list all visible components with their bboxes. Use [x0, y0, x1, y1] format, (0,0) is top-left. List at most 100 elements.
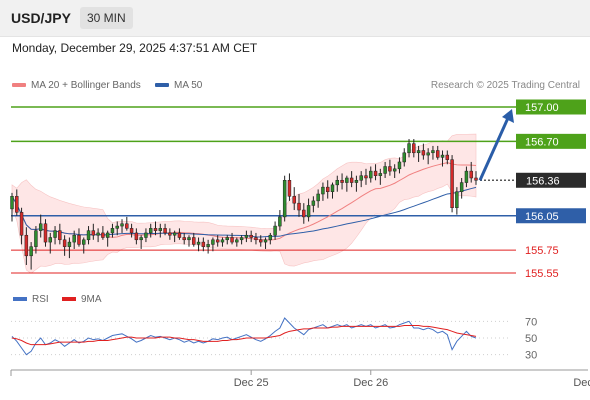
candle	[86, 226, 91, 245]
candle	[82, 237, 86, 254]
candle-down	[62, 239, 67, 247]
candle-down	[43, 223, 48, 243]
candle-down	[91, 230, 96, 236]
candle	[225, 235, 229, 245]
candle	[239, 235, 244, 245]
candle-down	[15, 196, 19, 213]
candle	[19, 207, 24, 245]
legend-ma20: MA 20 + Bollinger Bands	[12, 80, 141, 91]
candle	[469, 161, 473, 183]
candle-up	[82, 239, 86, 245]
candle	[29, 242, 33, 270]
candle-up	[120, 223, 124, 227]
candle-down	[450, 159, 454, 208]
timeframe-badge[interactable]: 30 MIN	[80, 7, 133, 29]
pivot-label: 156.05	[525, 211, 559, 223]
candle	[359, 171, 363, 188]
candle	[24, 227, 29, 265]
candle-up	[416, 150, 421, 154]
candle-down	[388, 166, 392, 172]
candle-down	[412, 143, 416, 154]
candle	[249, 230, 253, 243]
candle	[397, 157, 402, 174]
candle	[335, 175, 339, 192]
candle-down	[129, 228, 134, 234]
candle-up	[86, 230, 91, 241]
candle	[340, 173, 344, 190]
rsi-tick-label: 30	[525, 350, 537, 362]
candle-up	[220, 239, 225, 243]
candle	[187, 235, 191, 247]
datetime-label: Monday, December 29, 2025 4:37:51 AM CET	[12, 41, 258, 55]
candle-down	[445, 154, 450, 160]
candle-up	[34, 230, 38, 247]
ma9-legend-label: 9MA	[81, 294, 102, 305]
candle-down	[325, 186, 330, 192]
ma9-swatch	[62, 297, 76, 301]
candle	[177, 228, 182, 240]
candle	[15, 189, 19, 216]
projection-arrow	[478, 117, 510, 181]
candle	[431, 145, 435, 160]
candle	[101, 226, 105, 240]
candle-up	[172, 232, 177, 236]
candle	[455, 187, 459, 215]
candle-up	[67, 241, 72, 247]
current-price-tag	[516, 172, 586, 188]
candle	[345, 175, 349, 192]
candle	[38, 214, 43, 238]
candle	[450, 155, 454, 213]
candle	[201, 237, 206, 252]
support-2-label: 155.55	[525, 268, 559, 280]
candle-down	[125, 223, 129, 229]
candle	[407, 139, 411, 158]
candle	[259, 235, 263, 247]
x-tick-label: Dec 29	[573, 377, 590, 389]
candle	[378, 168, 383, 185]
resistance-2-label: 157.00	[525, 102, 559, 114]
candle-up	[235, 239, 239, 243]
candle	[287, 173, 292, 201]
candle	[474, 171, 478, 185]
candle-down	[249, 234, 253, 238]
candle-down	[182, 237, 186, 241]
rsi-ma9-line	[11, 325, 477, 346]
candle	[43, 219, 48, 247]
candle	[426, 148, 430, 165]
candle-up	[306, 205, 311, 218]
candle-down	[259, 239, 263, 243]
candle-down	[77, 234, 81, 245]
candle	[254, 232, 258, 245]
candle-up	[440, 154, 445, 158]
candle	[268, 232, 273, 245]
candle-up	[187, 237, 191, 241]
candle-up	[383, 166, 387, 174]
resistance-1-label: 156.70	[525, 136, 559, 148]
candle-up	[263, 239, 268, 243]
candle-up	[206, 244, 210, 247]
candle-up	[244, 234, 249, 238]
candle	[206, 239, 210, 254]
candle	[392, 164, 397, 178]
candle	[412, 139, 416, 158]
candle	[440, 150, 445, 167]
candle	[125, 216, 129, 231]
candle-up	[359, 175, 363, 181]
rsi-legend-label: RSI	[32, 294, 49, 305]
candle	[215, 235, 220, 247]
candle	[211, 237, 215, 252]
candle-up	[110, 228, 115, 234]
candle	[91, 223, 96, 240]
candle-up	[392, 168, 397, 172]
legend-ma50: MA 50	[155, 80, 202, 91]
candle	[139, 235, 143, 249]
candle	[330, 182, 335, 199]
candle-up	[335, 180, 339, 186]
candle	[282, 175, 287, 222]
candle-up	[311, 200, 316, 206]
candle	[163, 223, 167, 236]
candle	[149, 223, 153, 238]
candle	[354, 175, 359, 192]
candle-down	[469, 170, 473, 179]
